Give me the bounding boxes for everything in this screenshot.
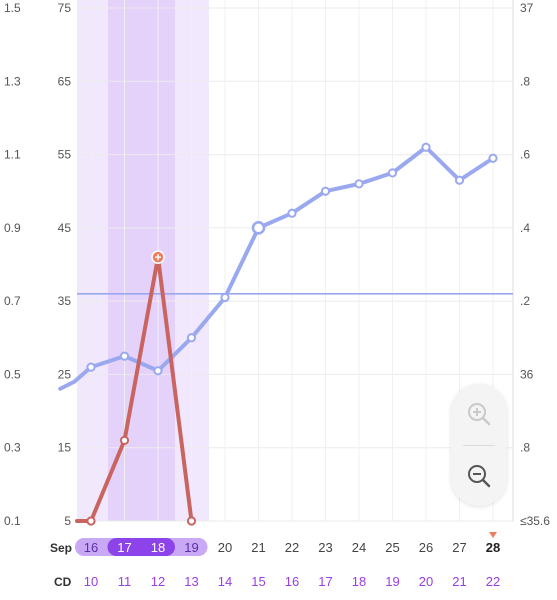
right-tick: 37 [520, 1, 534, 15]
cycle-day-label: 19 [385, 574, 399, 589]
right-tick: .8 [520, 441, 530, 455]
left-inner-tick: 5 [64, 514, 71, 528]
zoom-divider [463, 445, 495, 446]
date-label: 23 [318, 540, 332, 555]
left-outer-tick: 0.9 [4, 221, 21, 235]
left-outer-tick: 0.3 [4, 441, 21, 455]
series-point-0 [119, 351, 130, 361]
cycle-day-label: 13 [184, 574, 198, 589]
left-inner-tick: 65 [58, 74, 72, 88]
date-label: 27 [452, 540, 466, 555]
date-label: 18 [151, 540, 165, 555]
left-outer-tick: 1.5 [4, 1, 21, 15]
right-tick: 36 [520, 367, 534, 381]
right-tick: ≤35.6 [520, 514, 550, 528]
month-label: Sep [50, 541, 72, 555]
date-rows: Sep CD 16 17 18 19 20 21 22 23 24 25 26 27 28 10 11 12 13 1… [50, 532, 500, 589]
left-outer-tick: 0.1 [4, 514, 21, 528]
date-label: 22 [285, 540, 299, 555]
series-point-0 [387, 168, 398, 178]
left-inner-tick: 45 [58, 221, 72, 235]
cycle-day-label: 20 [419, 574, 433, 589]
right-tick: .8 [520, 74, 530, 88]
series-point-0 [251, 221, 266, 235]
left-inner-tick: 75 [58, 1, 72, 15]
date-label: 28 [486, 540, 500, 555]
cd-label: CD [54, 575, 72, 589]
right-tick: .4 [520, 221, 530, 235]
cycle-day-label: 10 [84, 574, 98, 589]
right-tick: .2 [520, 294, 530, 308]
right-tick: .6 [520, 148, 530, 162]
date-label: 21 [251, 540, 265, 555]
today-marker-icon [489, 532, 497, 538]
left-outer-tick: 0.7 [4, 294, 21, 308]
series-point-0 [186, 333, 197, 343]
cycle-day-label: 17 [318, 574, 332, 589]
series-point-0 [454, 175, 465, 185]
left-outer-tick: 1.1 [4, 148, 21, 162]
peak-window-band [108, 0, 175, 521]
series-point-0 [287, 208, 297, 218]
series-point-1 [86, 516, 96, 526]
date-label: 24 [352, 540, 366, 555]
left-outer-tick: 0.5 [4, 367, 21, 381]
series-point-0 [488, 153, 498, 163]
cycle-day-label: 11 [118, 574, 132, 589]
series-point-1 [186, 516, 197, 526]
left-inner-tick: 25 [58, 367, 72, 381]
date-label: 19 [184, 540, 198, 555]
left-inner-tick: 15 [58, 441, 72, 455]
date-label: 26 [419, 540, 433, 555]
series-point-0 [320, 186, 331, 196]
series-point-0 [354, 179, 364, 189]
date-label: 20 [218, 540, 232, 555]
cycle-day-label: 14 [218, 574, 232, 589]
zoom-out-icon [468, 465, 491, 488]
zoom-in-button[interactable] [451, 386, 507, 442]
date-label: 25 [385, 540, 399, 555]
series-point-1 [119, 435, 130, 445]
cycle-day-label: 22 [486, 574, 500, 589]
series-point-0 [86, 362, 96, 372]
chart-axes: 1.5 1.3 1.1 0.9 0.7 0.5 0.3 0.1 75 65 55 45 35 25 15 5 3… [4, 1, 550, 528]
left-inner-tick: 35 [58, 294, 72, 308]
cycle-day-label: 21 [452, 574, 466, 589]
cycle-day-label: 15 [251, 574, 265, 589]
zoom-in-icon [468, 403, 491, 426]
series-point-0 [153, 366, 163, 376]
left-inner-tick: 55 [58, 148, 72, 162]
date-label: 16 [84, 540, 98, 555]
cycle-day-label: 12 [151, 574, 165, 589]
series-layer [58, 142, 498, 526]
zoom-out-button[interactable] [451, 448, 507, 504]
cycle-day-label: 16 [285, 574, 299, 589]
peak-date-pill [107, 538, 175, 556]
zoom-controls [451, 384, 507, 506]
date-label: 17 [117, 540, 131, 555]
fertility-bands [77, 0, 209, 521]
series-point-0 [421, 142, 431, 152]
left-outer-tick: 1.3 [4, 74, 21, 88]
cycle-day-label: 18 [352, 574, 366, 589]
series-point-0 [220, 292, 230, 303]
